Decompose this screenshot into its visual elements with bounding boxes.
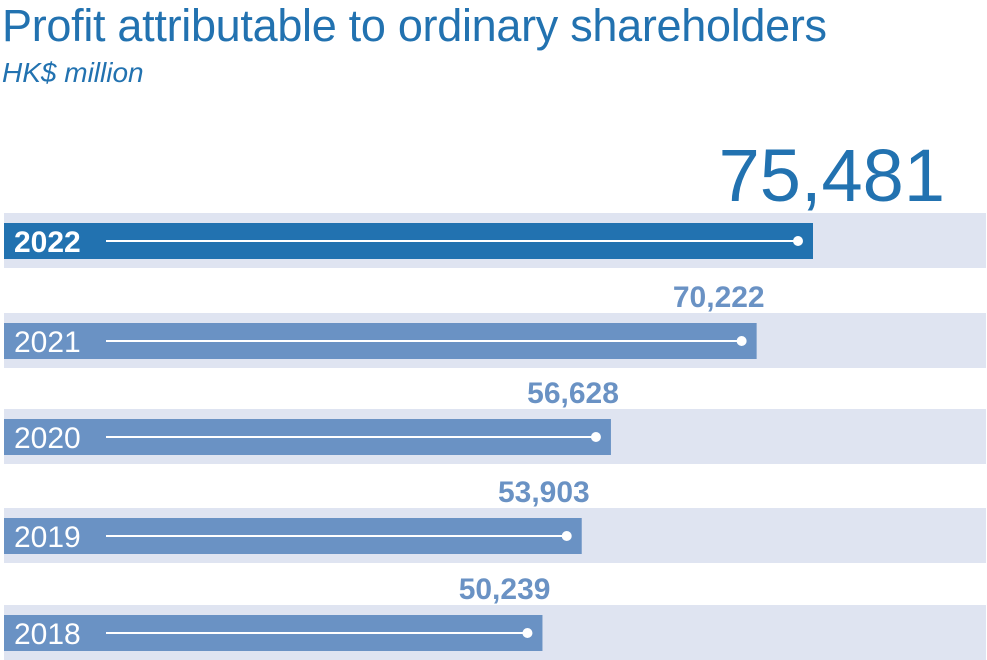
bar-dot-2020 <box>590 432 601 442</box>
value-label-2022: 75,481 <box>719 134 945 217</box>
category-label-2021: 2021 <box>14 326 81 359</box>
bar-dot-2019 <box>561 531 572 541</box>
category-label-2022: 2022 <box>14 226 81 259</box>
bar-dot-2018 <box>522 628 533 638</box>
category-label-2019: 2019 <box>14 521 81 554</box>
chart-subtitle: HK$ million <box>2 57 144 88</box>
value-label-2018: 50,239 <box>459 573 551 606</box>
bar-dot-2021 <box>736 336 747 346</box>
category-label-2018: 2018 <box>14 618 81 651</box>
category-label-2020: 2020 <box>14 422 81 455</box>
bar-dot-2022 <box>793 236 803 246</box>
value-label-2019: 53,903 <box>498 476 590 509</box>
value-label-2021: 70,222 <box>673 281 765 314</box>
chart-title: Profit attributable to ordinary sharehol… <box>2 0 827 51</box>
value-label-2020: 56,628 <box>527 377 619 410</box>
